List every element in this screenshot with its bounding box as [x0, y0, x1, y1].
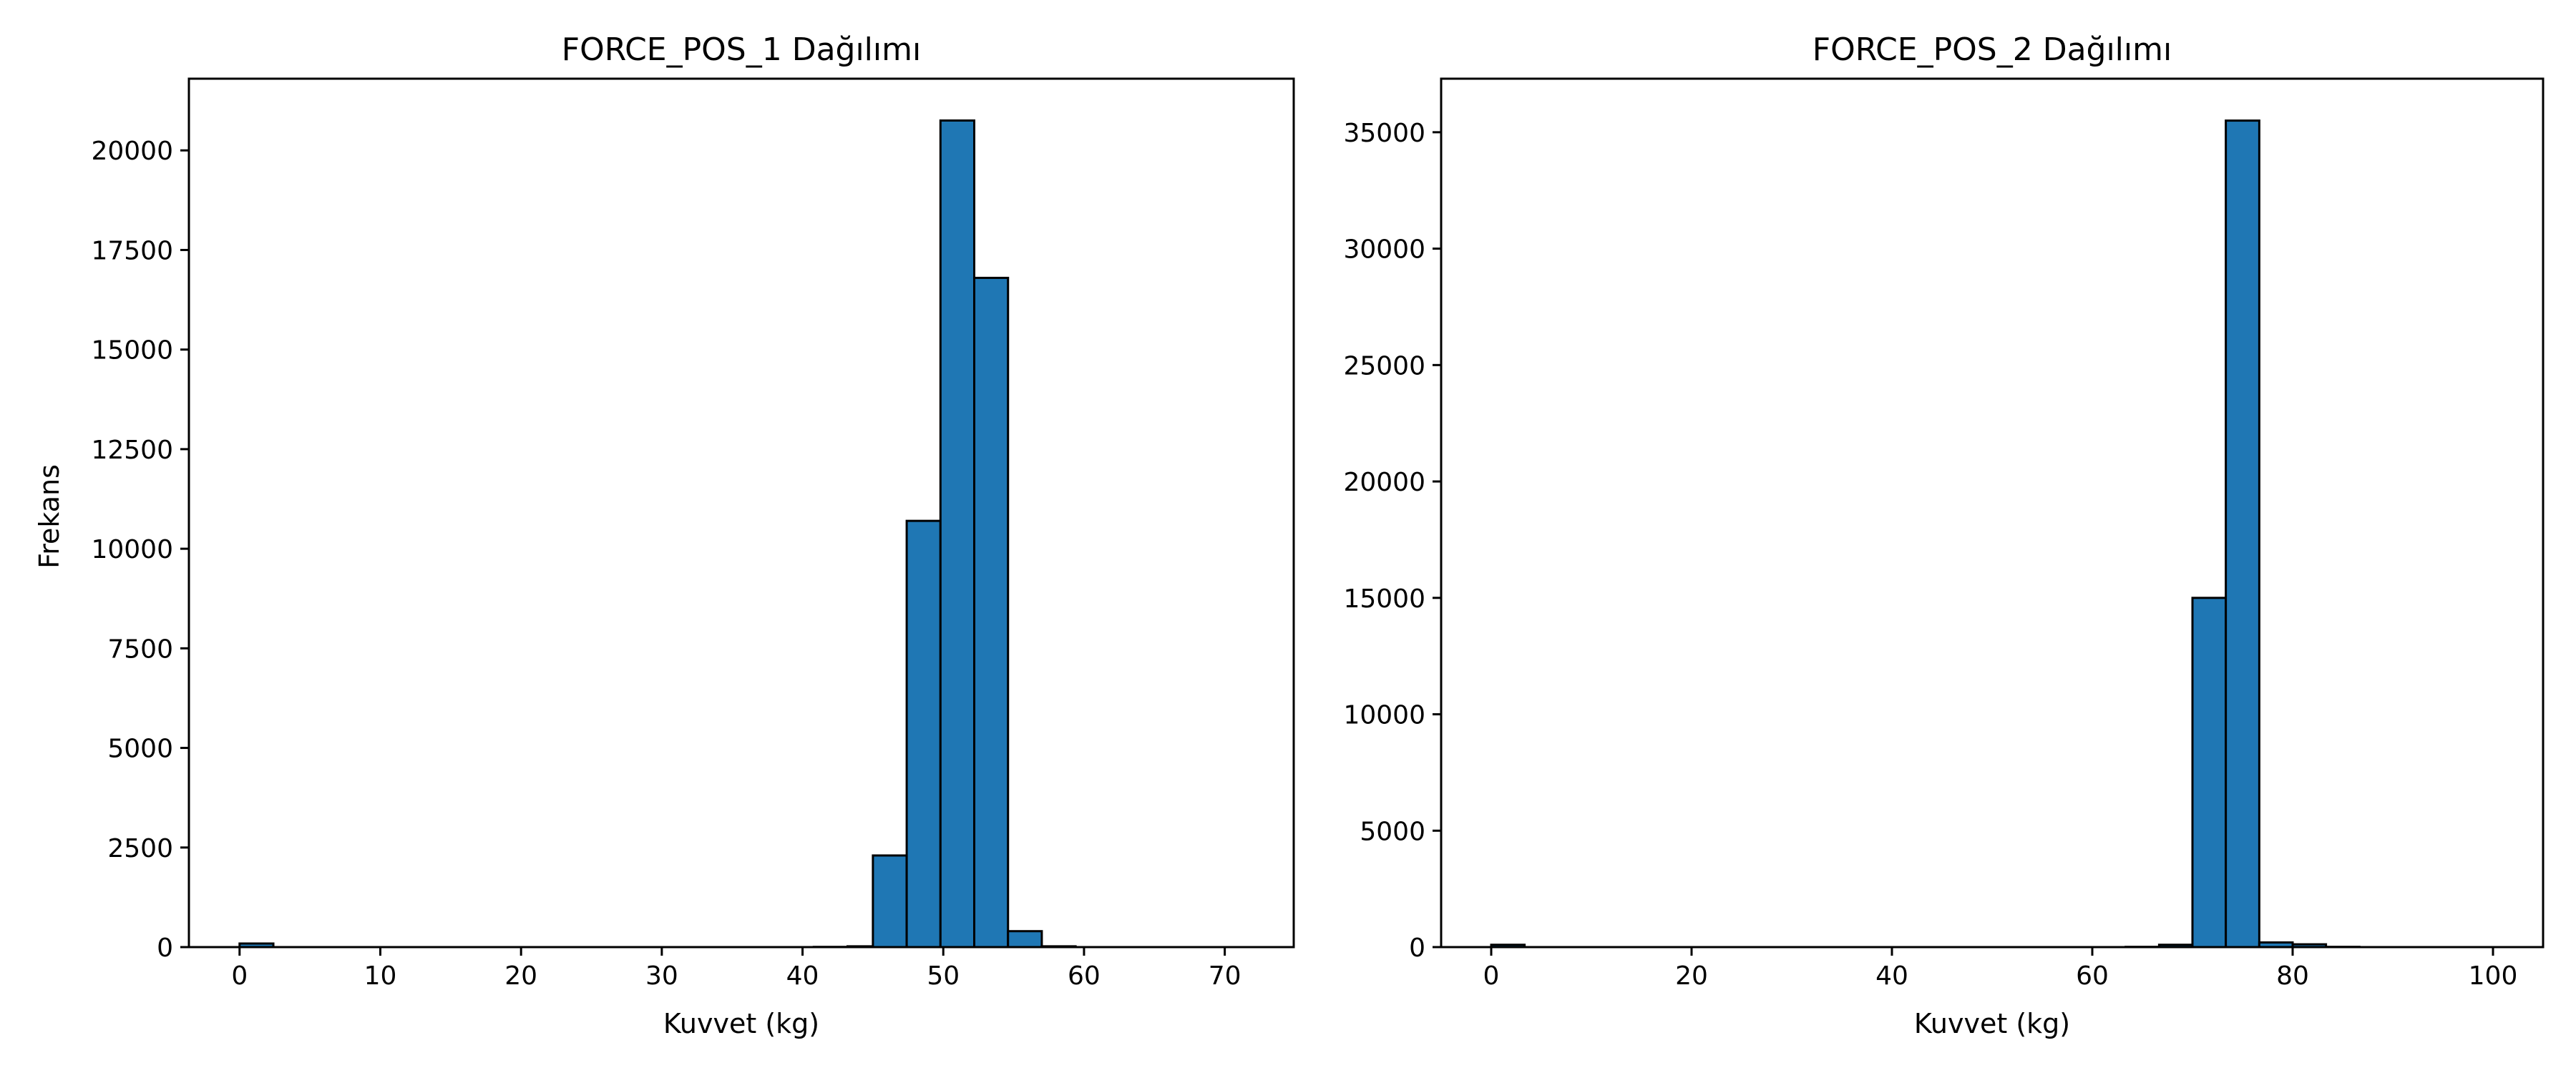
y-tick-label: 20000: [91, 137, 173, 166]
x-axis-label: Kuvvet (kg): [1914, 1008, 2070, 1039]
force-pos-2-histogram: FORCE_POS_2 Dağılımı Kuvvet (kg) 0 5000 10…: [1343, 31, 2545, 1039]
y-tick-label: 35000: [1343, 119, 1425, 148]
y-axis-ticks: 0 2500 5000 7500 10000 12500 15000 17500 20000: [91, 137, 189, 963]
x-tick-label: 0: [231, 961, 248, 991]
chart-title: FORCE_POS_2 Dağılımı: [1813, 31, 2172, 68]
y-tick-label: 20000: [1343, 468, 1425, 497]
y-axis-label: Frekans: [34, 464, 65, 569]
y-tick-label: 25000: [1343, 351, 1425, 381]
x-tick-label: 40: [1875, 961, 1908, 991]
histogram-bar: [2225, 119, 2260, 949]
histogram-bar: [1007, 930, 1043, 949]
bar-group: [1490, 119, 2361, 949]
plot-frame: [187, 77, 1295, 949]
y-tick-label: 5000: [107, 735, 173, 764]
x-tick-label: 70: [1209, 961, 1241, 991]
y-tick-label: 5000: [1360, 817, 1425, 846]
x-tick-label: 30: [645, 961, 678, 991]
y-axis-ticks: 0 5000 10000 15000 20000 25000 30000 35000: [1343, 119, 1441, 963]
y-tick-label: 2500: [107, 834, 173, 863]
histogram-bar: [2191, 597, 2228, 949]
y-tick-label: 7500: [107, 635, 173, 664]
x-axis-ticks: 0 10 20 30 40 50 60 70: [231, 947, 1241, 991]
y-tick-label: 30000: [1343, 235, 1425, 265]
x-tick-label: 50: [927, 961, 960, 991]
x-tick-label: 20: [1675, 961, 1708, 991]
x-tick-label: 60: [2076, 961, 2109, 991]
x-tick-label: 80: [2276, 961, 2309, 991]
x-tick-label: 0: [1483, 961, 1500, 991]
histogram-bar: [872, 854, 908, 949]
x-tick-label: 20: [504, 961, 537, 991]
y-tick-label: 17500: [91, 236, 173, 265]
y-tick-label: 10000: [91, 535, 173, 564]
y-tick-label: 0: [1409, 934, 1425, 963]
bar-group: [238, 119, 1077, 949]
y-tick-label: 10000: [1343, 701, 1425, 730]
plot-frame: [1440, 77, 2545, 949]
x-tick-label: 60: [1068, 961, 1101, 991]
histogram-bar: [939, 119, 976, 949]
y-tick-label: 15000: [1343, 584, 1425, 614]
histogram-bar: [905, 519, 942, 949]
x-axis-ticks: 0 20 40 60 80 100: [1483, 947, 2518, 991]
chart-title: FORCE_POS_1 Dağılımı: [562, 31, 921, 68]
histogram-bar: [973, 276, 1010, 949]
y-tick-label: 15000: [91, 336, 173, 366]
x-tick-label: 10: [364, 961, 397, 991]
x-axis-label: Kuvvet (kg): [663, 1008, 819, 1039]
y-tick-label: 12500: [91, 436, 173, 465]
x-tick-label: 100: [2469, 961, 2518, 991]
y-tick-label: 0: [157, 934, 173, 963]
force-pos-1-histogram: FORCE_POS_1 Dağılımı Kuvvet (kg) Frekans…: [34, 31, 1295, 1039]
x-tick-label: 40: [786, 961, 819, 991]
